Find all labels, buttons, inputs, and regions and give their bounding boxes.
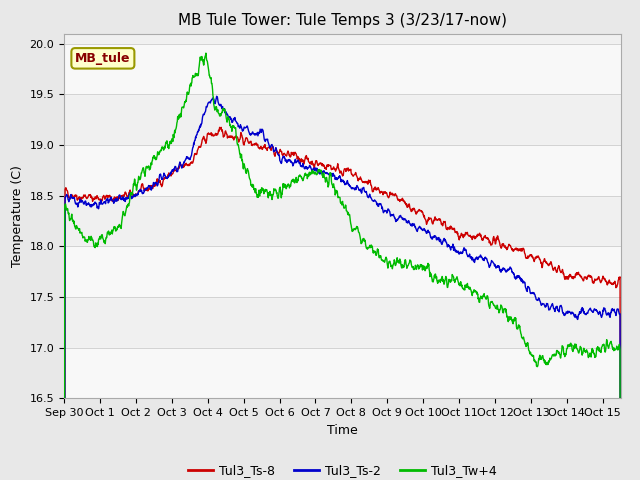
Bar [64,246,621,297]
Legend: Tul3_Ts-8, Tul3_Ts-2, Tul3_Tw+4: Tul3_Ts-8, Tul3_Ts-2, Tul3_Tw+4 [183,459,502,480]
Text: MB_tule: MB_tule [75,52,131,65]
Bar [64,44,621,95]
Bar [64,145,621,196]
Title: MB Tule Tower: Tule Temps 3 (3/23/17-now): MB Tule Tower: Tule Temps 3 (3/23/17-now… [178,13,507,28]
Y-axis label: Temperature (C): Temperature (C) [11,165,24,267]
Bar [64,348,621,398]
X-axis label: Time: Time [327,424,358,437]
